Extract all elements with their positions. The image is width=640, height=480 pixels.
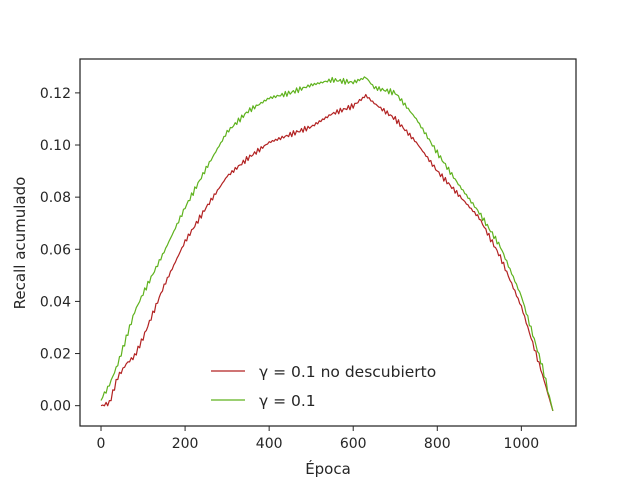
y-tick-label: 0.02 bbox=[40, 347, 71, 363]
x-tick-label: 400 bbox=[256, 436, 283, 452]
y-tick-label: 0.08 bbox=[40, 190, 71, 206]
series-line-1 bbox=[100, 76, 554, 412]
y-tick-label: 0.10 bbox=[40, 138, 71, 154]
legend: γ = 0.1 no descubierto γ = 0.1 bbox=[211, 363, 436, 410]
y-tick-label: 0.00 bbox=[40, 399, 71, 415]
x-axis-label: Época bbox=[305, 459, 351, 478]
x-axis-ticks: 0 200 400 600 800 1000 bbox=[97, 426, 540, 452]
legend-label-no-descubierto: γ = 0.1 no descubierto bbox=[259, 363, 436, 381]
legend-label-gamma: γ = 0.1 bbox=[259, 392, 316, 410]
axes-frame bbox=[79, 58, 577, 427]
y-axis-ticks: 0.00 0.02 0.04 0.06 0.08 0.10 0.12 bbox=[40, 86, 80, 415]
y-tick-label: 0.06 bbox=[40, 242, 71, 258]
y-axis-label: Recall acumulado bbox=[11, 177, 29, 310]
y-tick-label: 0.12 bbox=[40, 86, 71, 102]
x-tick-label: 0 bbox=[97, 436, 106, 452]
series-line-0 bbox=[100, 93, 554, 412]
x-tick-label: 1000 bbox=[504, 436, 540, 452]
x-tick-label: 200 bbox=[172, 436, 199, 452]
series-layer bbox=[100, 76, 554, 412]
x-tick-label: 800 bbox=[424, 436, 451, 452]
x-tick-label: 600 bbox=[340, 436, 367, 452]
y-tick-label: 0.04 bbox=[40, 294, 71, 310]
